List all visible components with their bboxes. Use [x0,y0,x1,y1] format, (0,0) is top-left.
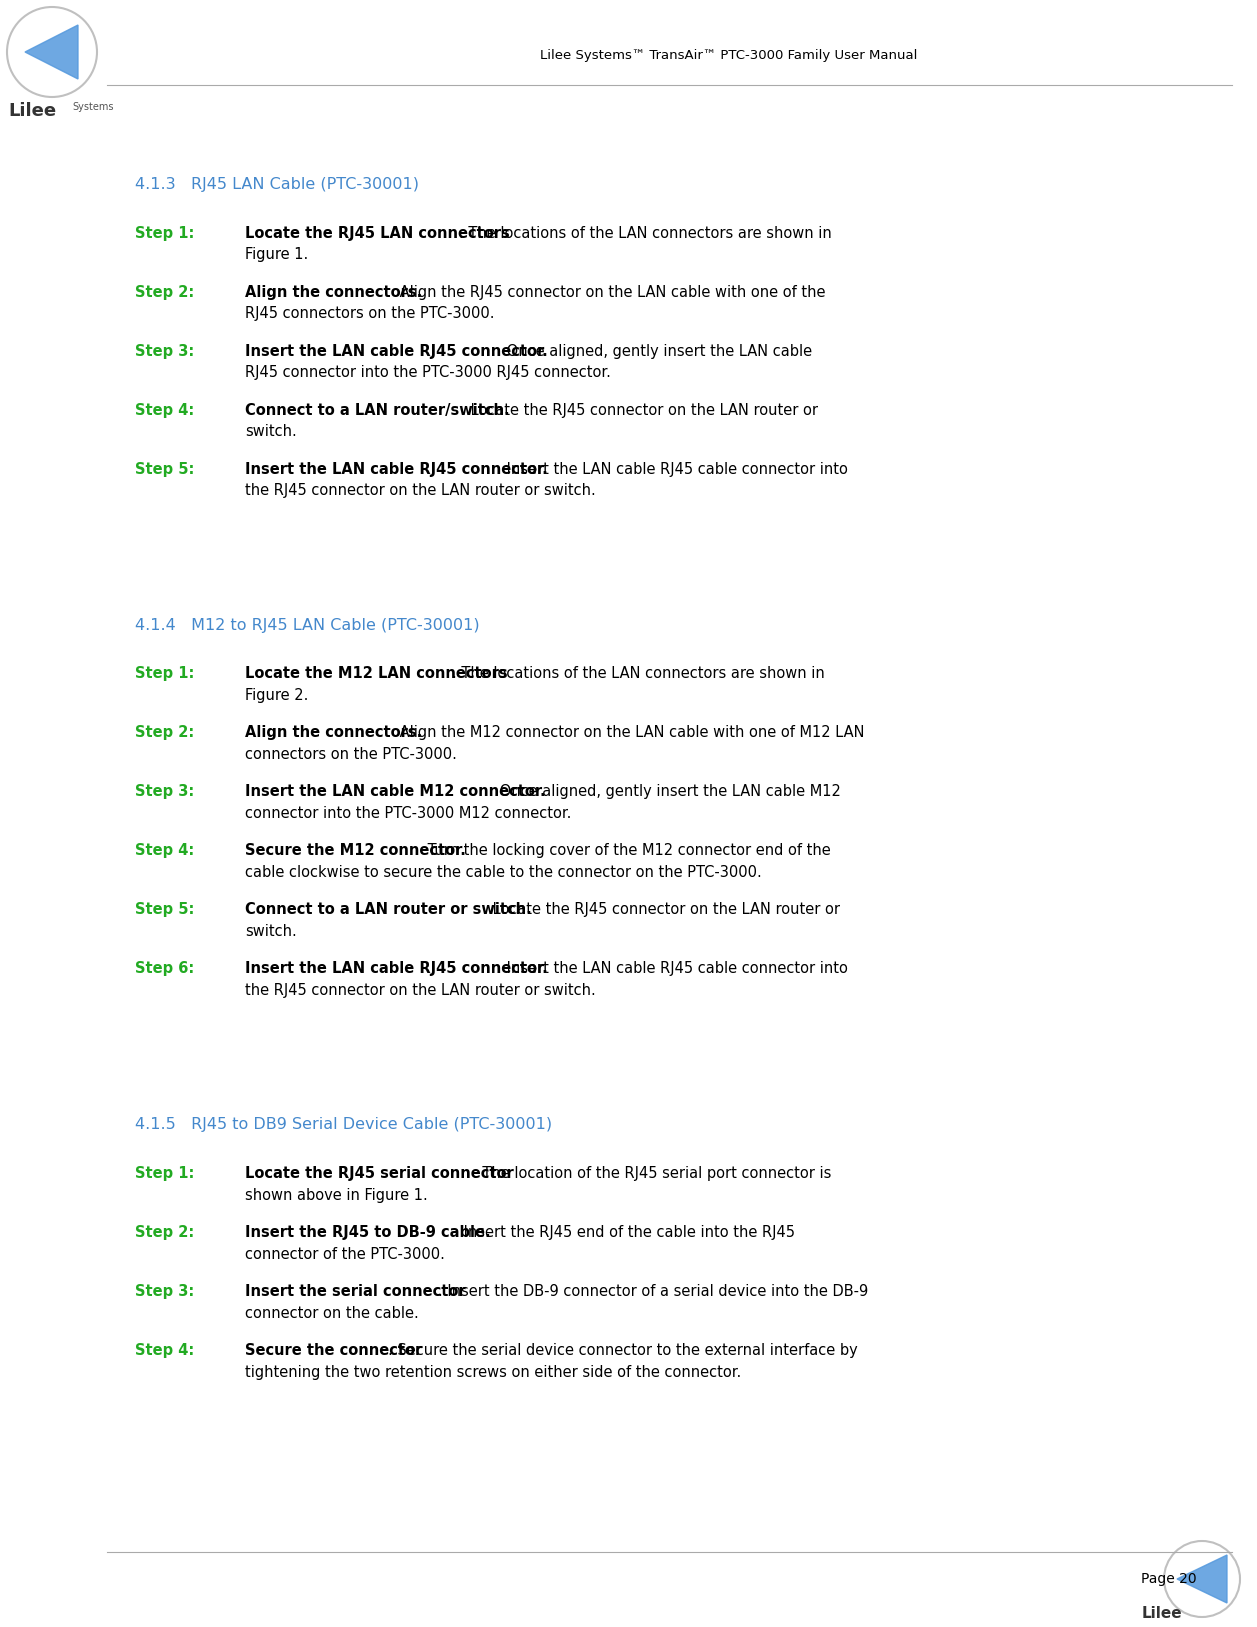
Text: . The locations of the LAN connectors are shown in: . The locations of the LAN connectors ar… [453,667,825,682]
Text: Step 4:: Step 4: [134,403,195,418]
Text: Once aligned, gently insert the LAN cable M12: Once aligned, gently insert the LAN cabl… [495,784,841,799]
Text: Figure 1.: Figure 1. [245,247,308,262]
Text: Turn the locking cover of the M12 connector end of the: Turn the locking cover of the M12 connec… [424,843,831,859]
Text: Figure 2.: Figure 2. [245,688,308,703]
Text: Align the M12 connector on the LAN cable with one of M12 LAN: Align the M12 connector on the LAN cable… [395,726,865,740]
Text: the RJ45 connector on the LAN router or switch.: the RJ45 connector on the LAN router or … [245,483,596,498]
Text: Insert the serial connector: Insert the serial connector [245,1284,465,1298]
Text: Step 3:: Step 3: [134,1284,195,1298]
Text: Secure the M12 connector.: Secure the M12 connector. [245,843,466,859]
Text: connector of the PTC-3000.: connector of the PTC-3000. [245,1246,445,1261]
Text: switch.: switch. [245,425,297,439]
Text: Step 1:: Step 1: [134,226,195,241]
Text: Step 1:: Step 1: [134,667,195,682]
Text: Connect to a LAN router/switch.: Connect to a LAN router/switch. [245,403,509,418]
Text: cable clockwise to secure the cable to the connector on the PTC-3000.: cable clockwise to secure the cable to t… [245,866,762,880]
Text: Insert the RJ45 end of the cable into the RJ45: Insert the RJ45 end of the cable into th… [459,1225,796,1240]
Text: Locate the RJ45 LAN connectors: Locate the RJ45 LAN connectors [245,226,510,241]
Text: Align the connectors.: Align the connectors. [245,285,422,299]
Text: . Insert the DB-9 connector of a serial device into the DB-9: . Insert the DB-9 connector of a serial … [437,1284,869,1298]
Text: Align the RJ45 connector on the LAN cable with one of the: Align the RJ45 connector on the LAN cabl… [395,285,826,299]
Text: Locate the M12 LAN connectors: Locate the M12 LAN connectors [245,667,508,682]
Text: connector on the cable.: connector on the cable. [245,1305,419,1321]
Text: Lilee: Lilee [1143,1606,1183,1620]
Polygon shape [1177,1555,1227,1603]
Text: switch.: switch. [245,924,297,939]
Text: Systems: Systems [72,103,113,112]
Text: Insert the LAN cable RJ45 connector.: Insert the LAN cable RJ45 connector. [245,343,548,358]
Text: Locate the RJ45 serial connector: Locate the RJ45 serial connector [245,1167,514,1181]
Text: Connect to a LAN router or switch.: Connect to a LAN router or switch. [245,903,532,918]
Text: Once aligned, gently insert the LAN cable: Once aligned, gently insert the LAN cabl… [502,343,812,358]
Text: Step 2:: Step 2: [134,1225,195,1240]
Text: Insert the LAN cable RJ45 cable connector into: Insert the LAN cable RJ45 cable connecto… [502,962,848,976]
Text: Insert the RJ45 to DB-9 cable.: Insert the RJ45 to DB-9 cable. [245,1225,490,1240]
Text: tightening the two retention screws on either side of the connector.: tightening the two retention screws on e… [245,1365,742,1380]
Text: . The locations of the LAN connectors are shown in: . The locations of the LAN connectors ar… [459,226,832,241]
Text: 4.1.5   RJ45 to DB9 Serial Device Cable (PTC-30001): 4.1.5 RJ45 to DB9 Serial Device Cable (P… [134,1118,552,1132]
Text: shown above in Figure 1.: shown above in Figure 1. [245,1188,427,1202]
Text: RJ45 connector into the PTC-3000 RJ45 connector.: RJ45 connector into the PTC-3000 RJ45 co… [245,364,611,381]
Text: Locate the RJ45 connector on the LAN router or: Locate the RJ45 connector on the LAN rou… [488,903,840,918]
Text: Secure the connector: Secure the connector [245,1344,422,1359]
Text: Lilee Systems™ TransAir™ PTC-3000 Family User Manual: Lilee Systems™ TransAir™ PTC-3000 Family… [539,49,918,62]
Text: Insert the LAN cable RJ45 cable connector into: Insert the LAN cable RJ45 cable connecto… [502,462,848,477]
Text: Insert the LAN cable RJ45 connector.: Insert the LAN cable RJ45 connector. [245,462,548,477]
Text: connector into the PTC-3000 M12 connector.: connector into the PTC-3000 M12 connecto… [245,805,572,822]
Text: Insert the LAN cable M12 connector.: Insert the LAN cable M12 connector. [245,784,546,799]
Text: connectors on the PTC-3000.: connectors on the PTC-3000. [245,747,456,761]
Text: Step 4:: Step 4: [134,843,195,859]
Text: Step 2:: Step 2: [134,726,195,740]
Text: Step 4:: Step 4: [134,1344,195,1359]
Polygon shape [25,24,78,80]
Text: Insert the LAN cable RJ45 connector.: Insert the LAN cable RJ45 connector. [245,962,548,976]
Text: . The location of the RJ45 serial port connector is: . The location of the RJ45 serial port c… [474,1167,832,1181]
Text: Lilee: Lilee [8,103,57,120]
Text: the RJ45 connector on the LAN router or switch.: the RJ45 connector on the LAN router or … [245,983,596,997]
Text: Locate the RJ45 connector on the LAN router or: Locate the RJ45 connector on the LAN rou… [466,403,818,418]
Text: Step 3:: Step 3: [134,343,195,358]
Text: Step 5:: Step 5: [134,903,195,918]
Text: . Secure the serial device connector to the external interface by: . Secure the serial device connector to … [388,1344,857,1359]
Text: 4.1.3   RJ45 LAN Cable (PTC-30001): 4.1.3 RJ45 LAN Cable (PTC-30001) [134,177,419,192]
Text: Step 5:: Step 5: [134,462,195,477]
Text: Step 6:: Step 6: [134,962,195,976]
Text: Step 3:: Step 3: [134,784,195,799]
Text: Align the connectors.: Align the connectors. [245,726,422,740]
Text: Step 2:: Step 2: [134,285,195,299]
Text: Page 20: Page 20 [1141,1572,1197,1586]
Text: RJ45 connectors on the PTC-3000.: RJ45 connectors on the PTC-3000. [245,306,494,321]
Text: 4.1.4   M12 to RJ45 LAN Cable (PTC-30001): 4.1.4 M12 to RJ45 LAN Cable (PTC-30001) [134,618,480,633]
Text: Step 1:: Step 1: [134,1167,195,1181]
